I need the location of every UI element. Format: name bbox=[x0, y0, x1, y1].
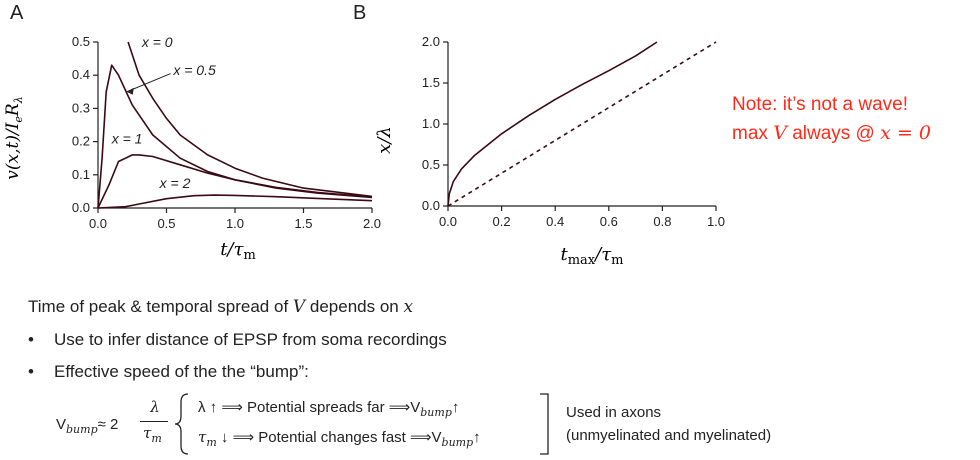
x-tick-label: 1.5 bbox=[294, 216, 312, 231]
side-note-1: Used in axons bbox=[566, 404, 662, 421]
chart-b-ylabel: x/λ bbox=[374, 126, 395, 154]
chart-b: 0.0 0.2 0.4 0.6 0.8 1.0 0.0 0.5 1.0 1.5 2.0 x/λ tm… bbox=[374, 34, 725, 268]
main-statement: Time of peak & temporal spread of V depe… bbox=[28, 297, 414, 317]
y-tick-label: 0.2 bbox=[72, 134, 90, 149]
x-tick-label: 0.2 bbox=[493, 214, 511, 229]
side-note-2: (unmyelinated and myelinated) bbox=[566, 427, 772, 444]
bullet-2: • Effective speed of the the “bump”: bbox=[28, 362, 309, 381]
curve-label-0: x = 0 bbox=[141, 34, 173, 50]
x-tick-label: 0.5 bbox=[157, 216, 175, 231]
curve-label-1: x = 0.5 bbox=[172, 62, 216, 78]
curve-label-2: x = 1 bbox=[111, 130, 143, 146]
right-bracket bbox=[540, 393, 549, 455]
formula-numerator: λ bbox=[150, 398, 160, 416]
y-tick-label: 0.0 bbox=[422, 198, 440, 213]
bullet-dot: • bbox=[28, 362, 34, 381]
y-tick-label: 2.0 bbox=[422, 34, 440, 49]
y-tick-label: 0.5 bbox=[422, 157, 440, 172]
formula-row-2: τm ↓ ⟹ Potential changes fast ⟹Vbump↑ bbox=[198, 428, 481, 449]
y-tick-label: 0.4 bbox=[72, 67, 90, 82]
formula-lhs: Vbump≈ 2 bbox=[56, 416, 119, 436]
x-tick-label: 1.0 bbox=[226, 216, 244, 231]
left-brace bbox=[174, 393, 189, 455]
x-tick-label: 0.0 bbox=[439, 214, 457, 229]
y-tick-label: 0.0 bbox=[72, 200, 90, 215]
chart-a-ylabel: v(x,t)/IeRλ bbox=[3, 96, 25, 179]
x-tick-label: 2.0 bbox=[363, 216, 381, 231]
leader-line bbox=[126, 73, 171, 93]
chart-b-xlabel: tmax/τm bbox=[560, 244, 623, 268]
bullet-dot: • bbox=[28, 330, 34, 349]
y-tick-label: 0.3 bbox=[72, 100, 90, 115]
formula-denominator: τm bbox=[143, 424, 162, 445]
x-tick-label: 1.0 bbox=[707, 214, 725, 229]
series-line-2 bbox=[97, 154, 373, 209]
note-line-1: Note: it’s not a wave! bbox=[732, 94, 909, 115]
series-line-1 bbox=[447, 41, 717, 207]
series-line-0 bbox=[447, 41, 658, 207]
panel-b-label: B bbox=[353, 2, 367, 24]
curve-label-3: x = 2 bbox=[159, 175, 191, 191]
y-tick-label: 0.1 bbox=[72, 167, 90, 182]
chart-a-xlabel: t/τm bbox=[220, 239, 256, 263]
y-tick-label: 1.0 bbox=[422, 116, 440, 131]
x-tick-label: 0.8 bbox=[653, 214, 671, 229]
y-tick-label: 0.5 bbox=[72, 34, 90, 49]
y-tick-label: 1.5 bbox=[422, 75, 440, 90]
series-line-3 bbox=[97, 194, 373, 209]
chart-a: 0.0 0.5 1.0 1.5 2.0 0.0 0.1 0.2 0.3 0.4 0.5 x = 0 x … bbox=[3, 34, 381, 263]
x-tick-label: 0.0 bbox=[89, 216, 107, 231]
leader-arrowhead bbox=[126, 87, 134, 95]
note-line-2: max V always @ x = 0 bbox=[732, 122, 931, 144]
x-tick-label: 0.4 bbox=[546, 214, 564, 229]
panel-a-label: A bbox=[10, 2, 24, 24]
x-tick-label: 0.6 bbox=[600, 214, 618, 229]
series-line-0 bbox=[127, 41, 373, 198]
bullet-1: • Use to infer distance of EPSP from soma… bbox=[28, 330, 447, 349]
formula-row-1: λ ↑ ⟹ Potential spreads far ⟹Vbump↑ bbox=[198, 399, 460, 419]
fraction-bar bbox=[140, 421, 168, 422]
